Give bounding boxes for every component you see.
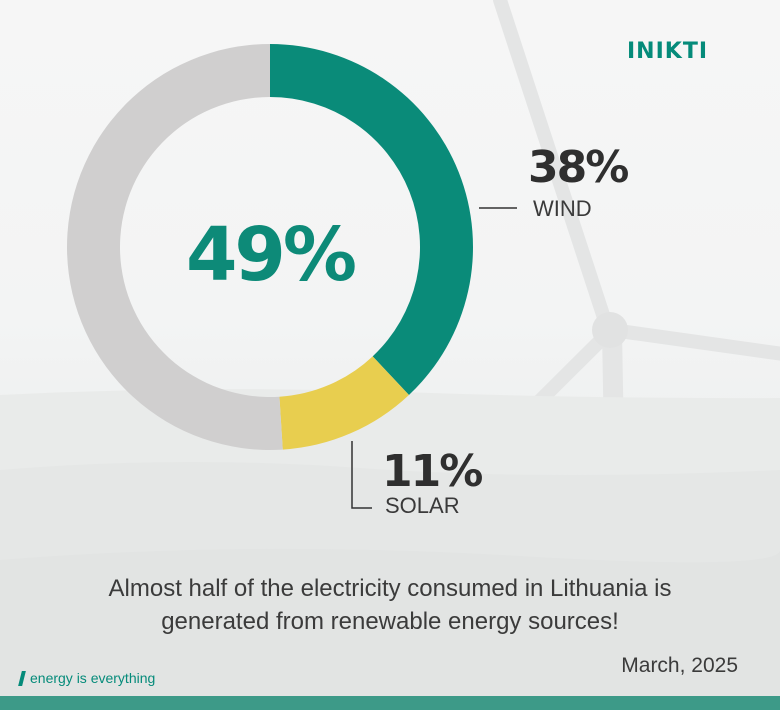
slash-mark-icon [18,670,26,686]
center-percentage: 49% [185,212,357,298]
donut-slice-solar [279,356,409,450]
caption: Almost half of the electricity consumed … [0,572,780,638]
caption-line-2: generated from renewable energy sources! [161,608,619,635]
donut-slice-wind [270,44,473,395]
date-label: March, 2025 [621,654,738,677]
tagline: energy is everything [18,670,156,686]
solar-percentage: 11% [382,446,483,497]
solar-callout-line [351,441,372,509]
brand-logo: INIKTI [627,39,709,64]
bottom-bar [0,696,780,710]
tagline-text: energy is everything [30,670,156,686]
caption-line-1: Almost half of the electricity consumed … [108,575,672,602]
donut-chart [67,44,517,509]
wind-label: WIND [533,196,592,221]
solar-label: SOLAR [385,493,460,518]
donut-slice-remainder [67,44,283,450]
wind-percentage: 38% [528,142,629,193]
